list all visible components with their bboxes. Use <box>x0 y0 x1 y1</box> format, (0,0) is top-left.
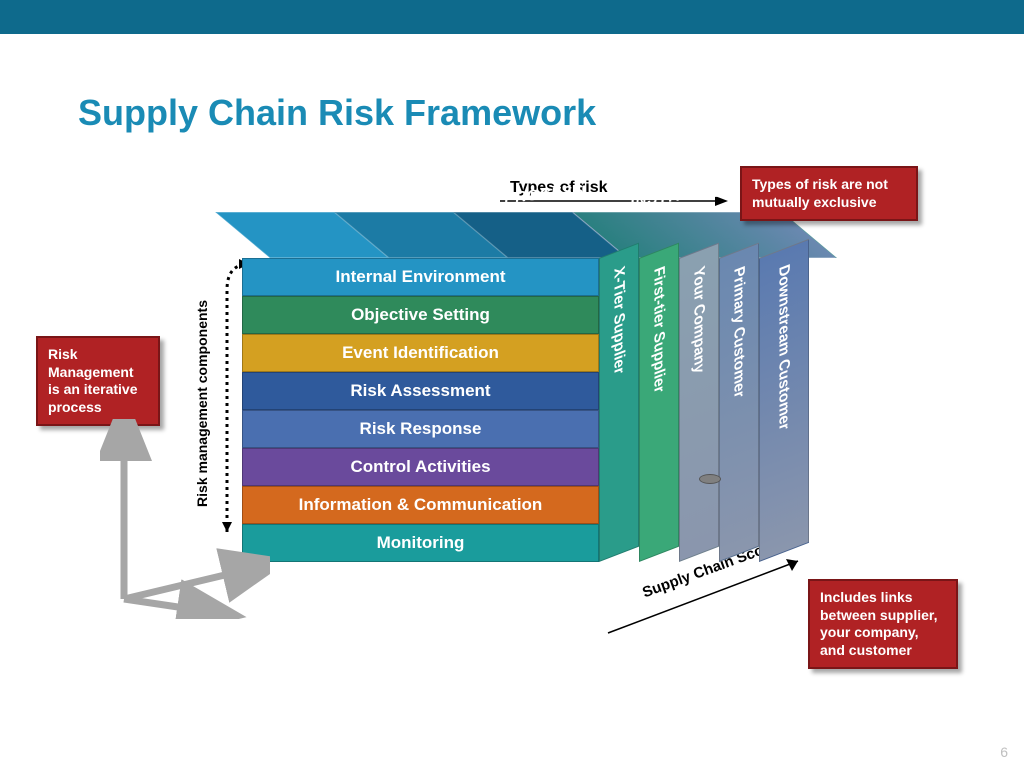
cube-diagram: PHYSICAL PROCESS INSTITUTIONAL Internal … <box>242 258 852 584</box>
side-col-label-0: X-Tier Supplier <box>611 264 628 377</box>
front-row-1: Objective Setting <box>242 296 599 334</box>
page-title: Supply Chain Risk Framework <box>78 92 596 134</box>
ellipse-marker <box>699 474 721 484</box>
callout-top-right: Types of risk are not mutually exclusive <box>740 166 918 221</box>
front-row-7: Monitoring <box>242 524 599 562</box>
top-label-physical: PHYSICAL <box>359 182 444 208</box>
front-row-6: Information & Communication <box>242 486 599 524</box>
side-col-4: Downstream Customer <box>759 239 809 562</box>
callout-left: Risk Management is an iterative process <box>36 336 160 426</box>
axis-3d-arrows <box>100 419 270 619</box>
side-col-2: Your Company <box>679 243 719 562</box>
side-col-label-2: Your Company <box>691 264 708 376</box>
front-row-4: Risk Response <box>242 410 599 448</box>
front-row-5: Control Activities <box>242 448 599 486</box>
side-col-label-1: First-tier Supplier <box>651 264 668 396</box>
front-row-0: Internal Environment <box>242 258 599 296</box>
header-bar <box>0 0 1024 34</box>
side-col-3: Primary Customer <box>719 243 759 562</box>
side-col-label-4: Downstream Customer <box>776 262 793 433</box>
side-col-label-3: Primary Customer <box>731 264 748 401</box>
side-col-1: First-tier Supplier <box>639 243 679 562</box>
page-number: 6 <box>1000 744 1008 760</box>
front-row-3: Risk Assessment <box>242 372 599 410</box>
side-col-0: X-Tier Supplier <box>599 243 639 562</box>
front-row-2: Event Identification <box>242 334 599 372</box>
callout-bottom-right: Includes links between supplier, your co… <box>808 579 958 669</box>
